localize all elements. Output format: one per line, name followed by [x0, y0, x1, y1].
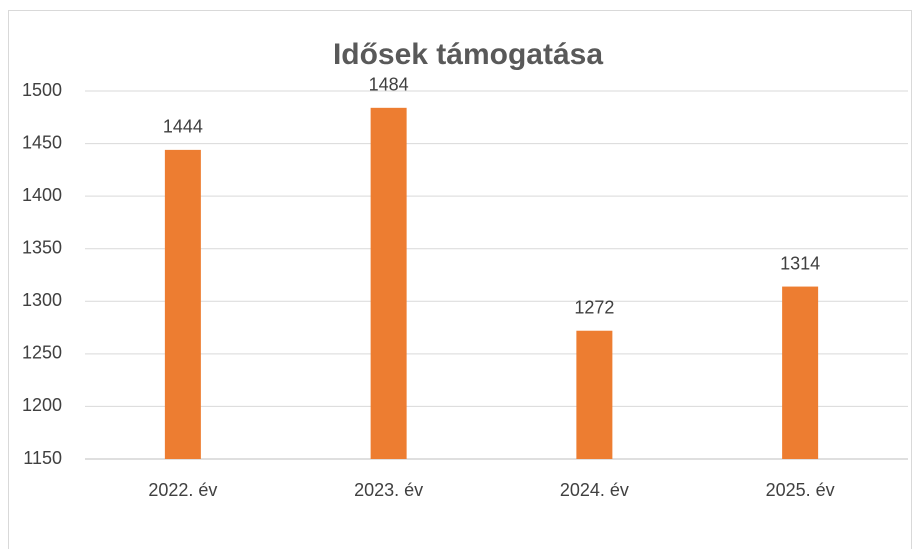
data-label: 1484	[369, 75, 409, 95]
bar	[164, 149, 201, 459]
chart-title: Idősek támogatása	[333, 38, 603, 71]
x-tick-label: 2022. év	[148, 480, 217, 500]
chart-frame	[8, 10, 912, 549]
y-tick-label: 1400	[22, 185, 62, 205]
x-tick-label: 2025. év	[766, 480, 835, 500]
y-tick-label: 1450	[22, 132, 62, 152]
y-tick-label: 1300	[22, 290, 62, 310]
bar	[370, 107, 407, 459]
data-label: 1314	[780, 253, 820, 273]
bar	[576, 330, 613, 459]
y-tick-label: 1350	[22, 237, 62, 257]
x-tick-label: 2023. év	[354, 480, 423, 500]
bar	[782, 286, 819, 459]
y-tick-label: 1250	[22, 343, 62, 363]
x-tick-label: 2024. év	[560, 480, 629, 500]
data-label: 1444	[163, 117, 203, 137]
y-tick-label: 1150	[23, 448, 62, 468]
y-tick-label: 1200	[22, 395, 62, 415]
y-tick-label: 1500	[22, 80, 62, 100]
data-label: 1272	[574, 297, 614, 317]
